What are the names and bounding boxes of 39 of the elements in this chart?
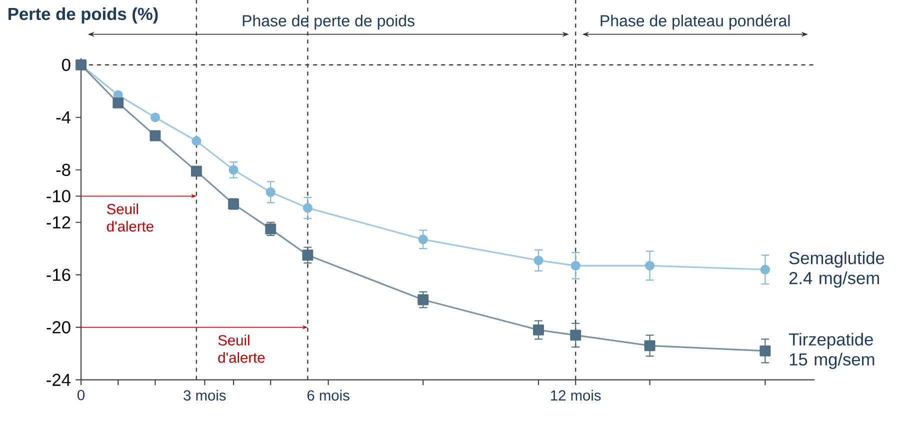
series-label: Semaglutide 2.4 mg/sem [789,252,884,288]
x-tick-label: 3 mois [184,390,226,401]
x-tick-label: 12 mois [551,390,601,401]
point [150,130,161,142]
y-tick-label: -16 [46,268,70,282]
y-tick-label: -12 [46,216,70,228]
point [228,165,238,175]
point [418,234,428,244]
point [190,166,202,177]
point [266,187,276,198]
annotation: Seuil d'alerte [218,334,265,363]
point [534,256,544,266]
y-axis-title: Perte de poids (%) [8,7,158,24]
y-tick-label: 0 [62,58,70,72]
point [265,224,276,234]
point [760,346,771,356]
point [533,324,544,336]
y-tick-label: -20 [46,321,70,334]
point [192,136,202,146]
point [570,330,582,341]
y-tick-label: -24 [46,374,70,386]
point [302,203,313,213]
text: Phase de plateau pondéral [600,14,790,30]
y-tick-label: -10 [46,190,70,202]
annotation: Seuil d'alerte [106,204,154,232]
point [760,264,770,274]
point [644,260,655,271]
point [644,340,656,352]
x-tick-label: 0 [78,390,85,400]
series-label: Tirzepatide 15 mg/sem [788,332,874,370]
text: Phase de perte de poids [242,14,414,30]
x-tick-label: 6 mois [307,390,350,401]
point [112,98,124,109]
point [418,294,429,306]
point [570,260,580,271]
y-tick-label: -8 [56,164,70,176]
point [150,112,160,122]
y-tick-label: -4 [56,112,70,124]
point [302,250,314,261]
